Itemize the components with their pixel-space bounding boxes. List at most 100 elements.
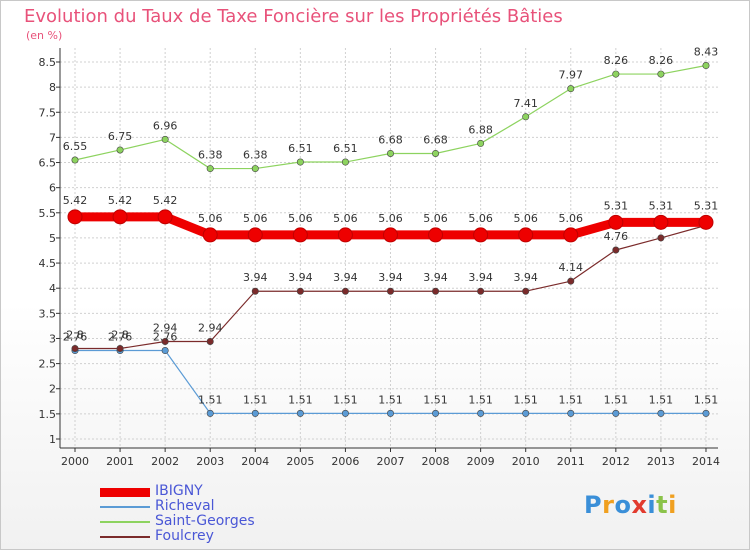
data-label: 6.38 xyxy=(198,149,223,162)
data-point xyxy=(157,209,173,225)
y-tick-label: 8 xyxy=(49,81,56,94)
data-point xyxy=(386,287,394,295)
data-point xyxy=(567,277,575,285)
y-tick-label: 3.5 xyxy=(39,307,57,320)
x-tick-label: 2007 xyxy=(376,455,404,468)
legend-item: Saint-Georges xyxy=(100,514,320,529)
data-point xyxy=(702,409,710,417)
data-label: 7.97 xyxy=(559,69,584,82)
data-label: 2.76 xyxy=(108,331,133,344)
data-point xyxy=(386,409,394,417)
x-tick-label: 2009 xyxy=(467,455,495,468)
data-point xyxy=(67,209,83,225)
data-label: 5.42 xyxy=(108,194,133,207)
data-label: 3.94 xyxy=(333,271,358,284)
data-point xyxy=(477,409,485,417)
data-label: 1.51 xyxy=(243,393,268,406)
legend-label: Saint-Georges xyxy=(155,513,255,529)
data-label: 1.51 xyxy=(378,393,403,406)
x-tick-label: 2002 xyxy=(151,455,179,468)
data-label: 3.94 xyxy=(378,271,403,284)
data-point xyxy=(337,227,353,243)
data-point xyxy=(612,70,620,78)
y-tick-label: 2.5 xyxy=(39,358,57,371)
data-label: 1.51 xyxy=(604,393,629,406)
data-label: 5.31 xyxy=(649,199,674,212)
data-point xyxy=(251,409,259,417)
data-label: 3.94 xyxy=(288,271,313,284)
data-label: 5.06 xyxy=(513,212,538,225)
data-point xyxy=(657,234,665,242)
data-label: 2.76 xyxy=(153,331,178,344)
data-label: 7.41 xyxy=(513,97,538,110)
logo-letter: o xyxy=(614,491,632,519)
data-label: 6.75 xyxy=(108,130,133,143)
data-point xyxy=(71,345,79,353)
data-label: 6.38 xyxy=(243,149,268,162)
data-point xyxy=(116,146,124,154)
y-tick-label: 2 xyxy=(49,383,56,396)
x-tick-label: 2012 xyxy=(602,455,630,468)
data-point xyxy=(247,227,263,243)
data-point xyxy=(251,287,259,295)
data-point xyxy=(653,214,669,230)
x-tick-label: 2004 xyxy=(241,455,269,468)
data-label: 1.51 xyxy=(694,393,719,406)
data-point xyxy=(206,409,214,417)
data-point xyxy=(473,227,489,243)
data-label: 2.8 xyxy=(66,329,84,342)
data-label: 4.76 xyxy=(604,230,629,243)
data-point xyxy=(341,158,349,166)
legend-swatch xyxy=(100,487,150,497)
data-point xyxy=(702,62,710,70)
logo-letter: P xyxy=(584,491,603,519)
data-label: 3.94 xyxy=(423,271,448,284)
y-tick-label: 3 xyxy=(49,332,56,345)
logo-letter: i xyxy=(668,491,677,519)
data-point xyxy=(71,156,79,164)
data-label: 5.42 xyxy=(63,194,88,207)
x-tick-label: 2011 xyxy=(557,455,585,468)
data-label: 8.43 xyxy=(694,46,719,59)
data-label: 5.06 xyxy=(423,212,448,225)
data-point xyxy=(206,165,214,173)
x-tick-label: 2008 xyxy=(422,455,450,468)
legend-label: Foulcrey xyxy=(155,528,214,544)
data-point xyxy=(161,337,169,345)
data-point xyxy=(522,409,530,417)
data-label: 6.96 xyxy=(153,119,178,132)
data-label: 5.31 xyxy=(694,199,719,212)
data-point xyxy=(116,345,124,353)
legend-swatch xyxy=(100,506,150,508)
data-point xyxy=(292,227,308,243)
y-tick-label: 4 xyxy=(49,282,56,295)
data-label: 4.14 xyxy=(559,261,584,274)
y-tick-label: 1.5 xyxy=(39,408,57,421)
plot-area xyxy=(60,48,718,448)
data-label: 8.26 xyxy=(604,54,629,67)
data-point xyxy=(477,287,485,295)
data-point xyxy=(386,149,394,157)
data-label: 2.94 xyxy=(153,321,178,334)
data-label: 3.94 xyxy=(513,271,538,284)
data-point xyxy=(432,149,440,157)
legend-item: Foulcrey xyxy=(100,529,320,544)
chart-title: Evolution du Taux de Taxe Foncière sur l… xyxy=(24,6,563,27)
data-label: 5.06 xyxy=(288,212,313,225)
data-point xyxy=(698,214,714,230)
y-tick-label: 7 xyxy=(49,131,56,144)
legend-label: Richeval xyxy=(155,498,215,514)
data-label: 5.31 xyxy=(604,199,629,212)
y-tick-label: 6.5 xyxy=(39,157,57,170)
data-label: 5.06 xyxy=(198,212,223,225)
legend-item: Richeval xyxy=(100,499,320,514)
data-label: 1.51 xyxy=(649,393,674,406)
data-point xyxy=(251,165,259,173)
legend-item: IBIGNY xyxy=(100,484,320,499)
data-point xyxy=(608,214,624,230)
data-point xyxy=(296,287,304,295)
data-label: 5.06 xyxy=(559,212,584,225)
data-point xyxy=(432,409,440,417)
